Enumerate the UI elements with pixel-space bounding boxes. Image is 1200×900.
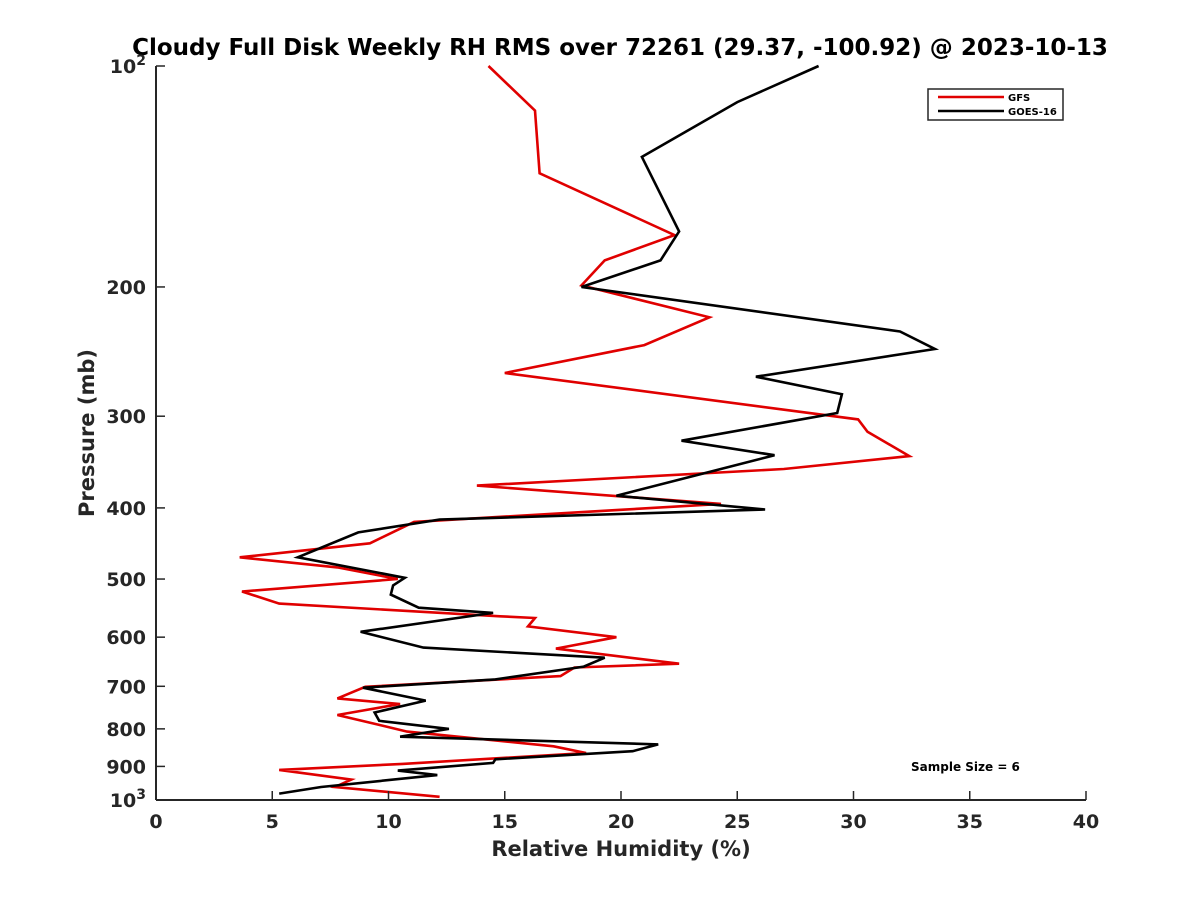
x-tick-label: 40 <box>1073 811 1099 833</box>
x-axis-label: Relative Humidity (%) <box>491 837 750 861</box>
x-tick-label: 15 <box>492 811 518 833</box>
legend-box <box>927 88 1064 121</box>
x-tick-label: 10 <box>375 811 401 833</box>
y-tick-label: 900 <box>106 756 146 778</box>
y-tick-label: 300 <box>106 406 146 428</box>
x-tick-label: 20 <box>608 811 634 833</box>
y-tick-label: 600 <box>106 627 146 649</box>
y-tick-label: 200 <box>106 277 146 299</box>
y-ticks: 102 200 300 400 500 600 700 800 900 103 <box>106 53 165 812</box>
y-tick-label: 400 <box>106 498 146 520</box>
y-tick-label: 500 <box>106 569 146 591</box>
x-ticks: 0 5 10 15 20 25 30 35 40 <box>149 791 1099 833</box>
x-tick-label: 25 <box>724 811 750 833</box>
legend: GFS GOES-16 <box>927 88 1064 121</box>
y-tick-label: 102 <box>110 53 146 78</box>
y-tick-label: 800 <box>106 719 146 741</box>
x-tick-label: 35 <box>957 811 983 833</box>
series-line-goes-16 <box>278 64 940 795</box>
chart-title: Cloudy Full Disk Weekly RH RMS over 7226… <box>132 35 1108 61</box>
legend-label-gfs: GFS <box>1008 93 1030 104</box>
x-tick-label: 5 <box>266 811 279 833</box>
legend-label-goes-16: GOES-16 <box>1008 107 1057 118</box>
x-tick-label: 30 <box>840 811 866 833</box>
y-axis-label: Pressure (mb) <box>75 349 99 517</box>
series-layer <box>239 64 940 799</box>
axes <box>155 66 1086 801</box>
sample-size-annotation: Sample Size = 6 <box>911 760 1020 774</box>
y-tick-label: 700 <box>106 676 146 698</box>
x-tick-label: 0 <box>149 811 162 833</box>
series-line-gfs <box>239 65 914 799</box>
y-tick-label: 103 <box>110 787 146 812</box>
